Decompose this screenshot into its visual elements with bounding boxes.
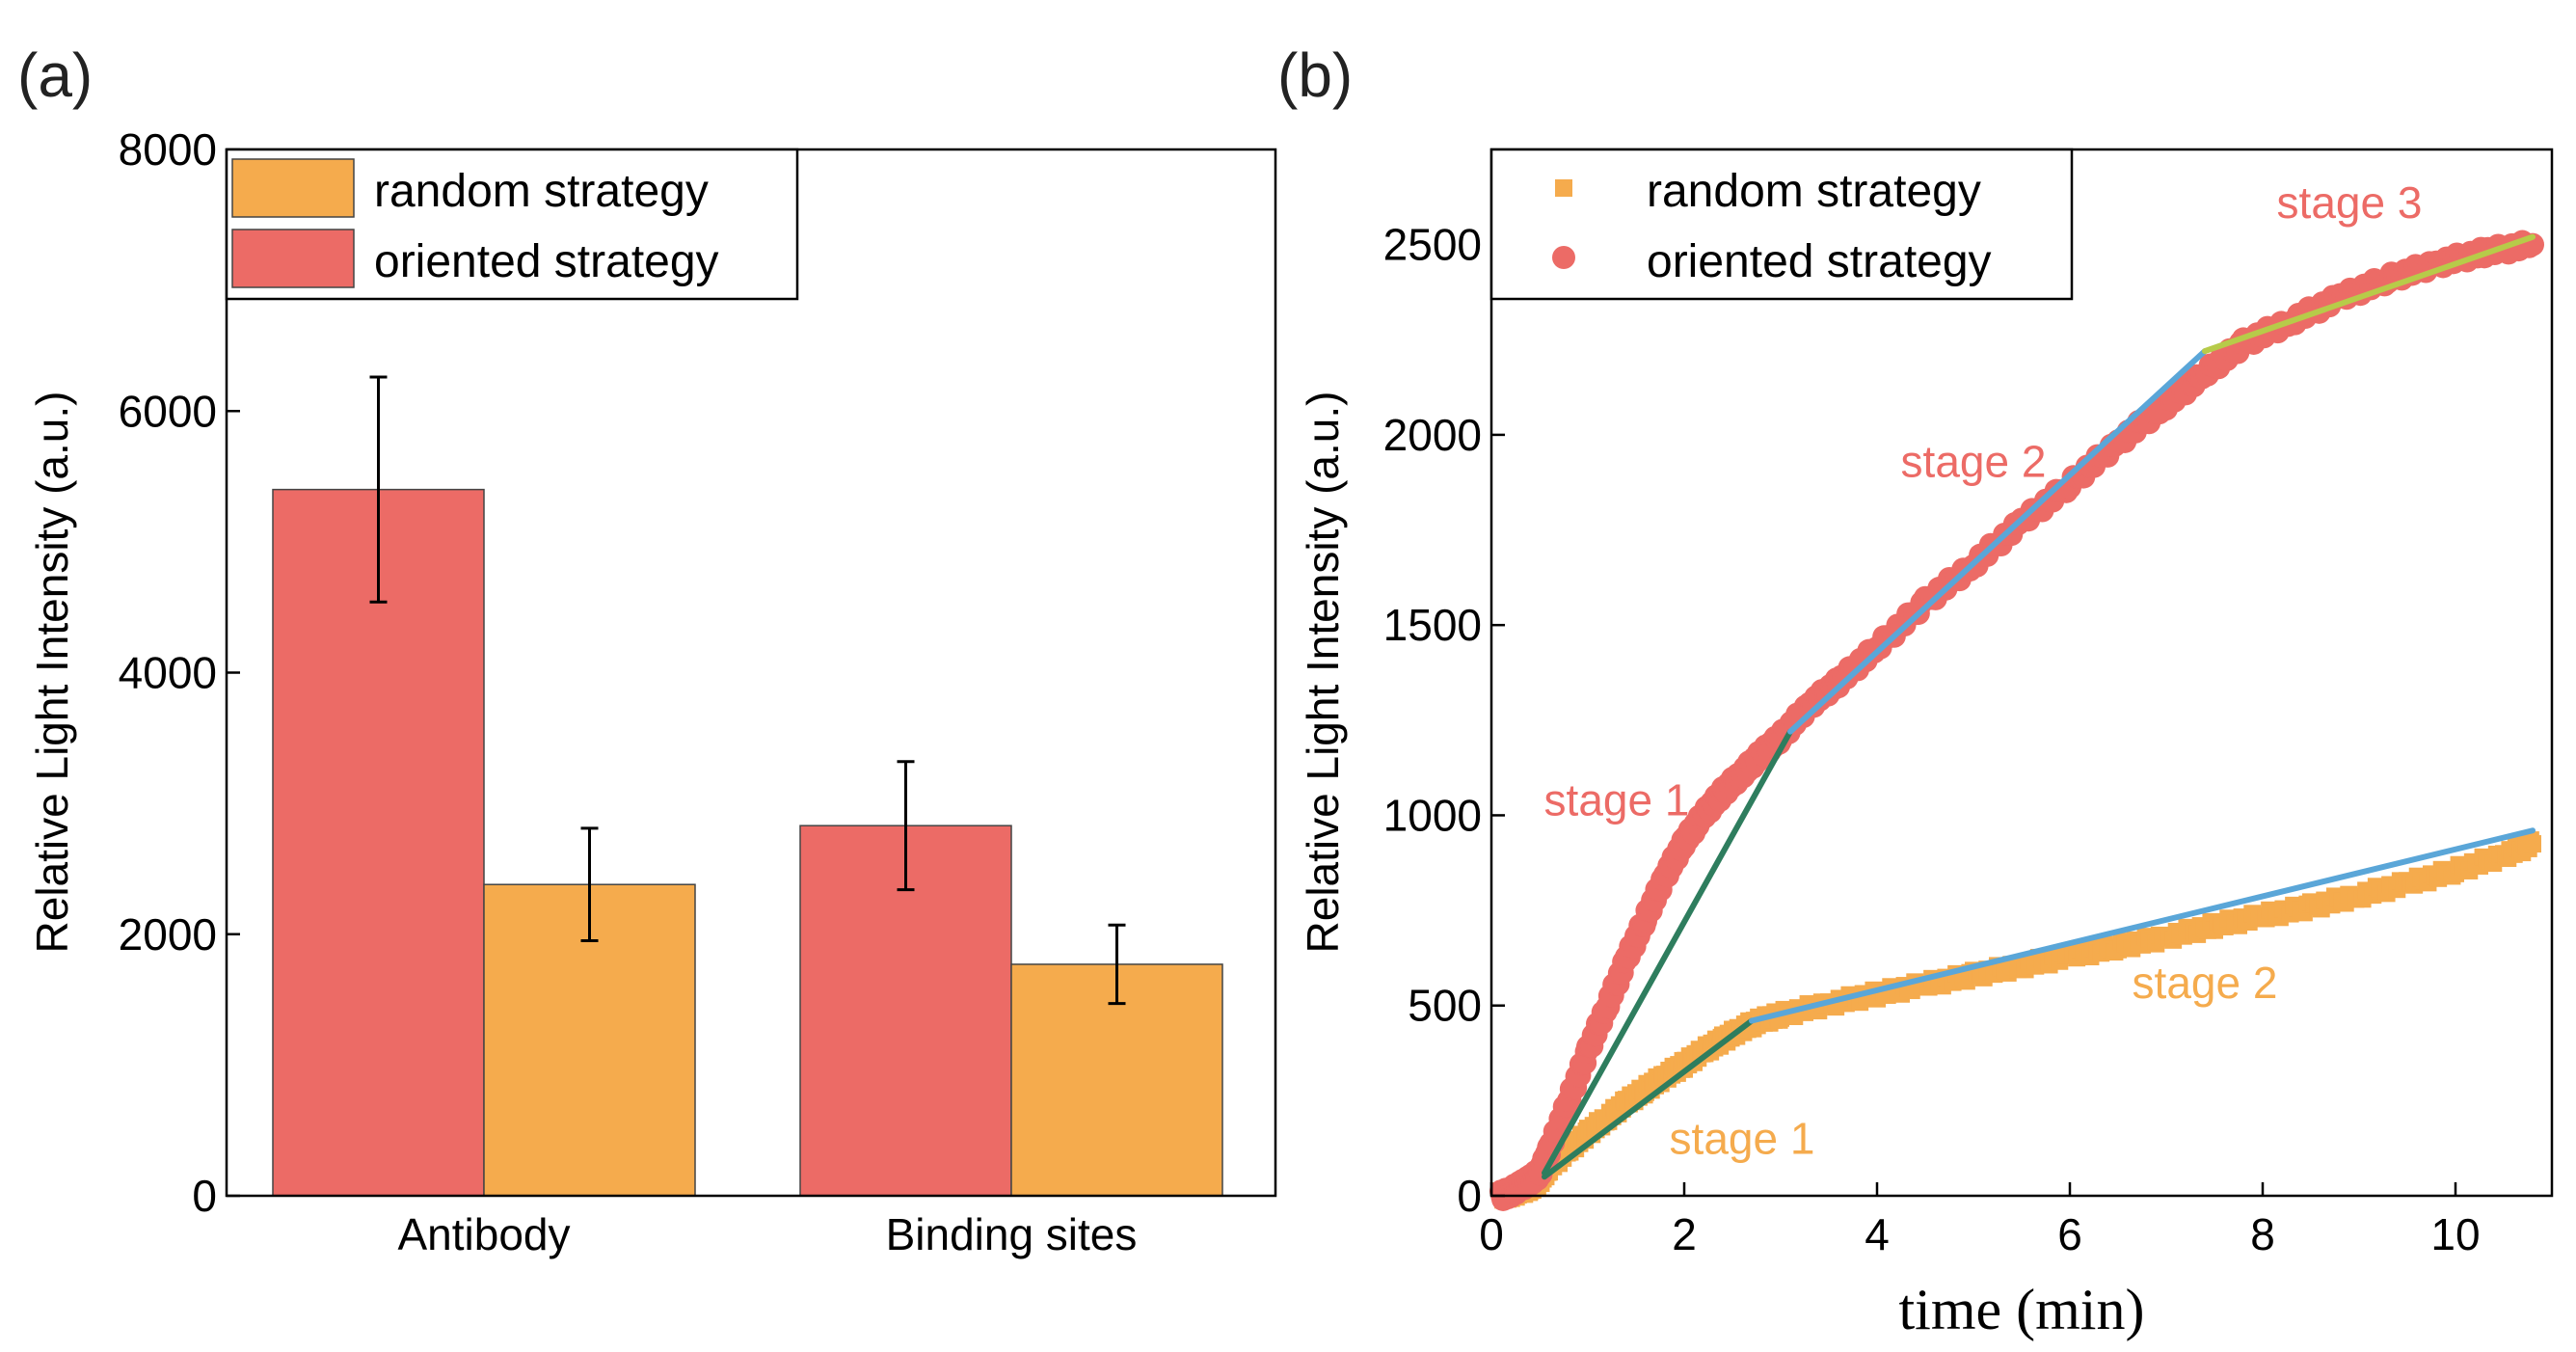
data-point-random xyxy=(2524,835,2541,853)
legend-marker-random-square xyxy=(1555,179,1572,197)
bar-antibody-oriented-strategy xyxy=(272,488,485,1197)
panel-b-ylabel: Relative Light Intensity (a.u.) xyxy=(1298,392,1348,954)
fit-line-oriented-strategy-stage-2 xyxy=(1787,348,2208,735)
panel-b-ytick-label: 1500 xyxy=(1383,600,1482,650)
panel-b-xtick-label: 2 xyxy=(1672,1209,1697,1259)
error-bar-binding-sites-oriented-strategy xyxy=(897,760,915,892)
panel-b-frame xyxy=(1489,148,2554,1198)
legend-swatch-oriented xyxy=(231,229,355,288)
panel-b-ytick-label: 500 xyxy=(1408,981,1482,1031)
panel-a-ytick-label: 2000 xyxy=(119,909,217,960)
series-oriented-strategy xyxy=(1489,230,2544,1211)
error-bar-binding-sites-random-strategy xyxy=(1108,923,1126,1006)
fit-line-oriented-strategy-stage-3 xyxy=(2202,233,2536,355)
panel-b-label: (b) xyxy=(1277,41,1353,110)
panel-b-ytick-label: 1000 xyxy=(1383,790,1482,840)
panel-a-label: (a) xyxy=(17,41,93,110)
legend-swatch-random xyxy=(231,158,355,218)
stage-annotation: stage 3 xyxy=(2277,177,2423,228)
legend-marker-oriented-circle xyxy=(1552,246,1575,269)
panel-a-ytick-label: 0 xyxy=(192,1171,217,1221)
panel-a-ylabel: Relative Light Intensity (a.u.) xyxy=(27,392,77,954)
panel-a-category-label-antibody: Antibody xyxy=(397,1209,570,1259)
panel-b-ytick-label: 0 xyxy=(1457,1171,1482,1221)
panel-b-ytick-label: 2500 xyxy=(1383,220,1482,270)
panel-b-xtick-label: 8 xyxy=(2250,1209,2275,1259)
panel-a-ytick-label: 8000 xyxy=(119,124,217,175)
panel-b-xtick-label: 10 xyxy=(2430,1209,2480,1259)
legend-label-oriented: oriented strategy xyxy=(1647,236,1992,287)
panel-a-legend: random strategy oriented strategy xyxy=(225,148,799,301)
error-bar-antibody-oriented-strategy xyxy=(369,375,388,604)
panel-a-ytick-label: 4000 xyxy=(119,648,217,698)
stage-annotation: stage 2 xyxy=(2133,958,2278,1008)
panel-b-xtick-label: 4 xyxy=(1865,1209,1890,1259)
fit-line-random-strategy-stage-2 xyxy=(1749,827,2536,1024)
fit-line-random-strategy-stage-1 xyxy=(1542,1017,1755,1180)
stage-annotation: stage 1 xyxy=(1670,1114,1815,1164)
panel-b-xtick-label: 6 xyxy=(2057,1209,2082,1259)
panel-b-xlabel: time (min) xyxy=(1899,1278,2145,1341)
legend-label-random: random strategy xyxy=(1647,166,1981,217)
legend-label-random: random strategy xyxy=(374,166,709,217)
panel-a: (a) 0 2000 4000 6000 8000 Antibody Binding si… xyxy=(17,41,1277,1259)
panel-b-legend-box xyxy=(1489,148,2074,301)
panel-a-category-label-binding-sites: Binding sites xyxy=(886,1209,1138,1259)
panel-b-legend: random strategy oriented strategy xyxy=(1489,148,2074,301)
panel-a-ytick-label: 6000 xyxy=(119,386,217,436)
stage-annotation: stage 2 xyxy=(1901,436,2047,486)
stage-annotation: stage 1 xyxy=(1544,774,1690,825)
panel-b-ytick-label: 2000 xyxy=(1383,410,1482,460)
error-bar-antibody-random-strategy xyxy=(580,826,599,943)
legend-label-oriented: oriented strategy xyxy=(374,236,719,287)
panel-b-xtick-label: 0 xyxy=(1479,1209,1504,1259)
fit-line-oriented-strategy-stage-1 xyxy=(1542,728,1793,1176)
